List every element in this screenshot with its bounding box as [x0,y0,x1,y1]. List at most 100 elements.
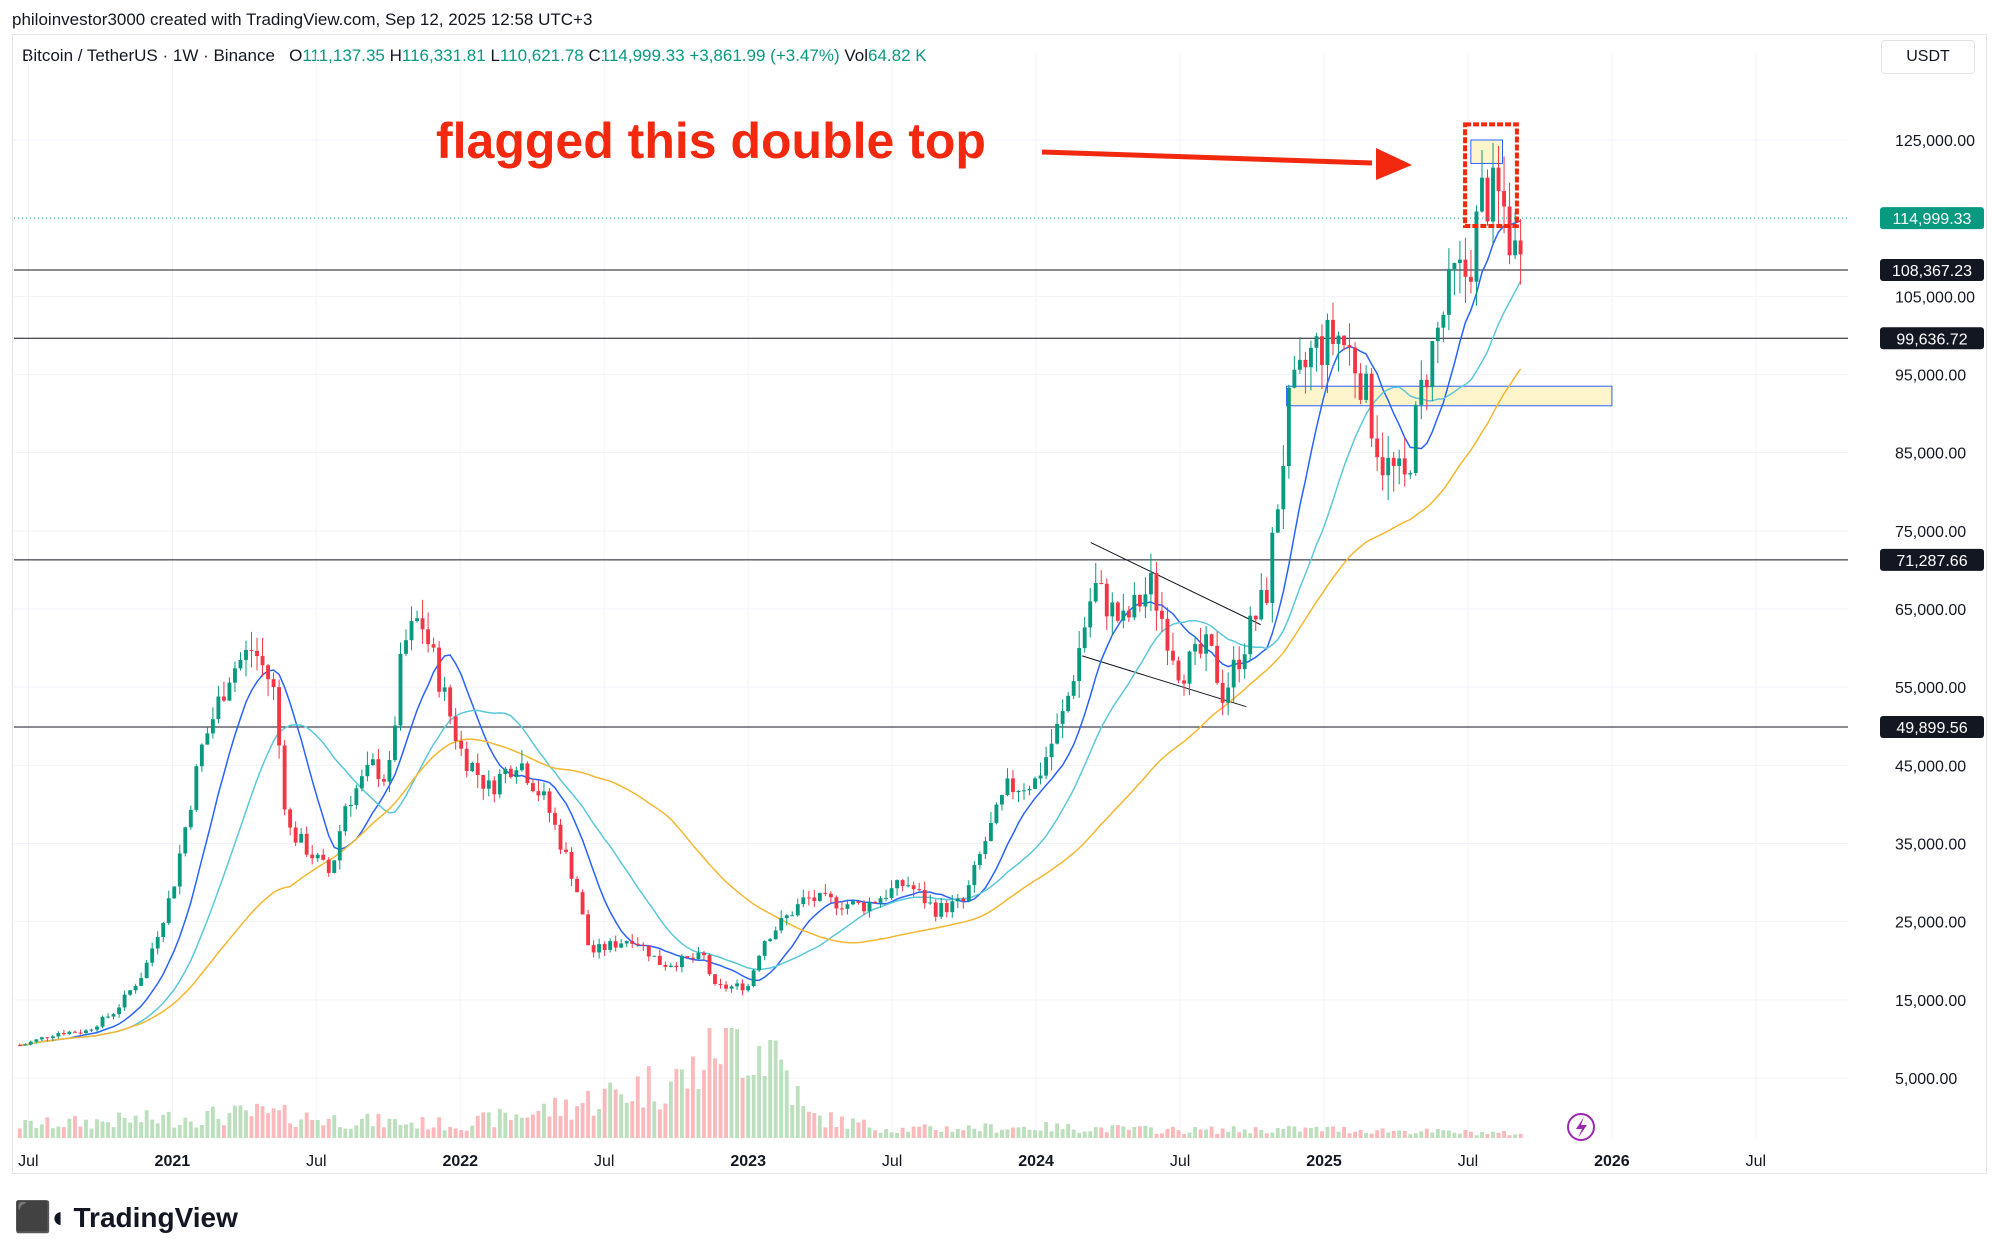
candle-body[interactable] [1160,610,1164,619]
candle-body[interactable] [117,1007,122,1015]
candle-body[interactable] [1408,473,1413,475]
candle-body[interactable] [1402,458,1407,475]
candle-body[interactable] [608,941,613,950]
candle-body[interactable] [1027,788,1032,791]
candle-body[interactable] [199,744,204,767]
candle-body[interactable] [812,897,817,901]
candle-body[interactable] [823,892,828,894]
candle-body[interactable] [1165,618,1170,651]
candle-body[interactable] [1281,466,1286,510]
candle-body[interactable] [1286,387,1291,467]
candle-body[interactable] [884,897,888,899]
candle-body[interactable] [1220,682,1225,703]
candle-body[interactable] [172,886,177,899]
candle-body[interactable] [873,901,877,903]
candle-body[interactable] [17,1045,22,1047]
candle-body[interactable] [1049,743,1054,758]
candle-body[interactable] [630,941,635,944]
candle-body[interactable] [376,759,381,780]
candle-body[interactable] [1347,345,1352,348]
candle-body[interactable] [431,644,436,648]
candle-body[interactable] [1292,369,1297,388]
candle-body[interactable] [939,903,944,917]
candle-body[interactable] [155,937,160,949]
candle-body[interactable] [735,983,740,987]
candle-body[interactable] [1171,650,1175,661]
candle-body[interactable] [878,898,883,903]
candle-body[interactable] [514,770,519,778]
candle-body[interactable] [354,788,359,806]
candle-body[interactable] [944,903,949,913]
candle-body[interactable] [73,1031,77,1033]
candle-body[interactable] [370,759,375,765]
candle-body[interactable] [696,952,701,959]
candle-body[interactable] [1231,659,1236,688]
candle-body[interactable] [23,1044,28,1046]
candle-body[interactable] [1314,336,1319,348]
candle-body[interactable] [492,780,497,795]
candle-body[interactable] [1005,778,1010,796]
candle-body[interactable] [542,791,546,796]
candle-body[interactable] [398,653,403,726]
candle-body[interactable] [249,649,254,651]
candle-body[interactable] [569,851,574,879]
tradingview-logo[interactable]: ⬛◖ TradingView [14,1200,238,1235]
candle-body[interactable] [1110,602,1115,617]
candle-body[interactable] [464,748,469,771]
candle-body[interactable] [784,915,789,919]
candle-body[interactable] [602,944,607,950]
candle-body[interactable] [128,990,133,995]
candle-body[interactable] [652,955,657,957]
candle-body[interactable] [1077,648,1082,682]
candle-body[interactable] [188,809,193,828]
candle-body[interactable] [1071,681,1076,696]
candle-body[interactable] [326,859,331,873]
candle-body[interactable] [713,974,717,984]
candle-body[interactable] [1044,757,1049,776]
candle-body[interactable] [409,621,414,641]
candle-body[interactable] [1491,167,1495,222]
candle-body[interactable] [1480,177,1484,212]
candle-body[interactable] [646,945,651,957]
candle-body[interactable] [1198,643,1203,654]
candle-body[interactable] [679,956,684,968]
candle-body[interactable] [889,888,894,898]
candle-body[interactable] [404,640,408,654]
candle-body[interactable] [359,776,364,789]
candle-body[interactable] [911,885,916,890]
candle-body[interactable] [845,904,850,909]
candle-body[interactable] [922,889,927,904]
candle-body[interactable] [966,885,971,902]
candle-body[interactable] [415,618,419,622]
candle-body[interactable] [685,956,690,958]
candle-body[interactable] [1518,240,1523,255]
candle-body[interactable] [133,985,138,991]
candle-body[interactable] [177,853,182,887]
candle-body[interactable] [999,795,1004,805]
candle-body[interactable] [470,762,475,771]
candle-body[interactable] [961,898,966,902]
candle-body[interactable] [453,716,458,741]
candle-body[interactable] [1308,347,1313,368]
candle-body[interactable] [106,1016,110,1018]
candle-body[interactable] [321,854,326,860]
candle-body[interactable] [111,1014,116,1017]
candle-body[interactable] [1143,594,1148,607]
candle-body[interactable] [233,668,237,683]
candle-body[interactable] [591,945,596,953]
candle-body[interactable] [497,773,502,795]
candle-body[interactable] [1259,589,1264,620]
candle-body[interactable] [1463,259,1468,277]
candle-body[interactable] [387,759,392,782]
candle-body[interactable] [1093,583,1098,602]
candle-body[interactable] [657,955,662,966]
candle-body[interactable] [1325,319,1330,365]
candle-body[interactable] [900,880,905,887]
candle-body[interactable] [1474,211,1479,282]
candle-body[interactable] [1469,276,1473,282]
candle-body[interactable] [150,948,155,963]
candle-body[interactable] [61,1033,66,1035]
candle-body[interactable] [144,962,149,979]
candle-body[interactable] [67,1031,72,1035]
candle-body[interactable] [1413,404,1418,474]
